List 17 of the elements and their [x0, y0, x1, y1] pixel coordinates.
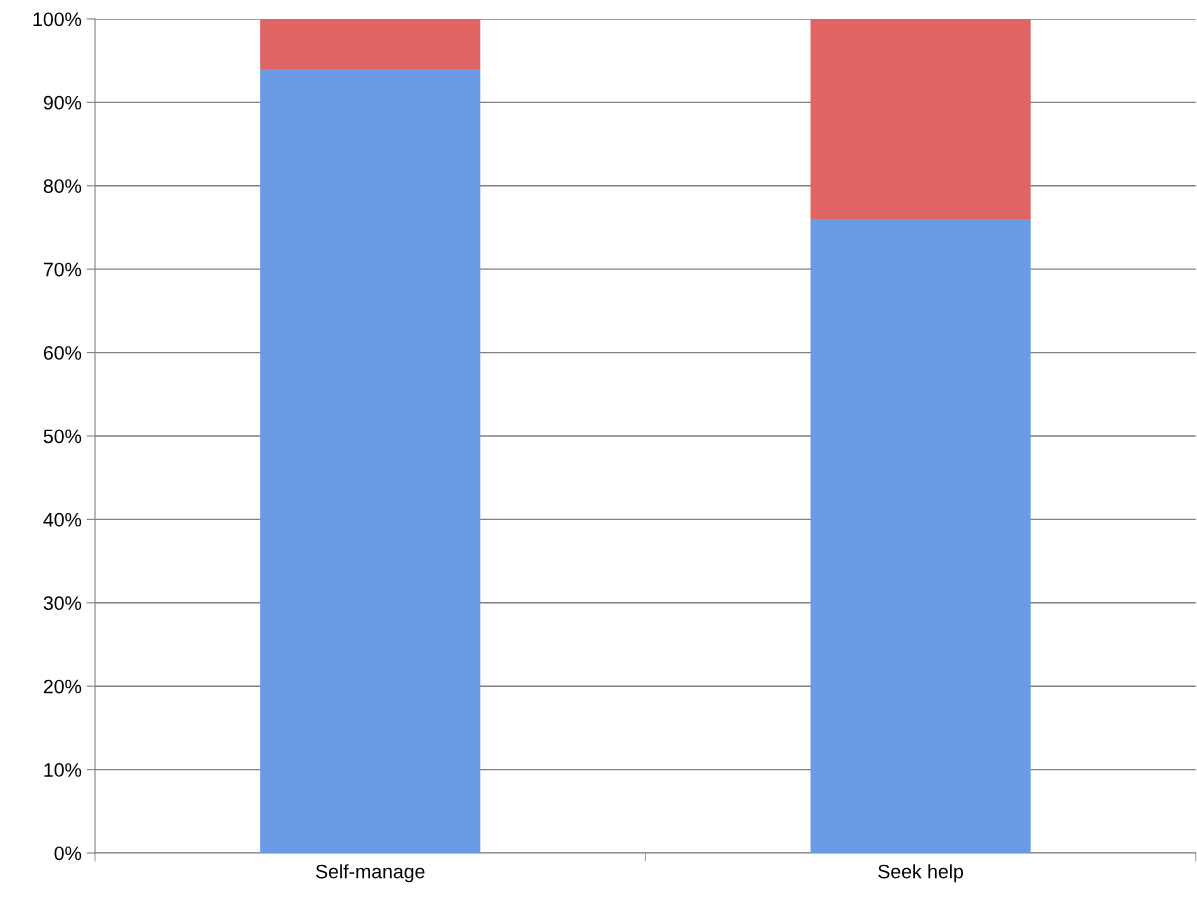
y-tick-label: 100% — [33, 12, 82, 27]
bar — [810, 18, 1031, 220]
y-tick-label: 80% — [43, 179, 82, 193]
y-tick-label: 30% — [43, 596, 82, 611]
x-tick-label: Seek help — [878, 864, 964, 883]
bar — [260, 68, 481, 854]
y-tick-label: 0% — [54, 846, 82, 861]
y-tick-label: 10% — [44, 763, 82, 777]
bar — [810, 219, 1031, 854]
y-tick-label: 70% — [43, 262, 82, 277]
y-tick-label: 40% — [43, 512, 82, 527]
y-tick-label: 20% — [43, 679, 82, 694]
y-tick-label: 90% — [43, 95, 82, 110]
y-tick-label: 50% — [43, 429, 82, 444]
bar — [260, 18, 481, 69]
y-tick-label: 60% — [43, 346, 82, 360]
x-tick-label: Self-manage — [316, 864, 425, 883]
